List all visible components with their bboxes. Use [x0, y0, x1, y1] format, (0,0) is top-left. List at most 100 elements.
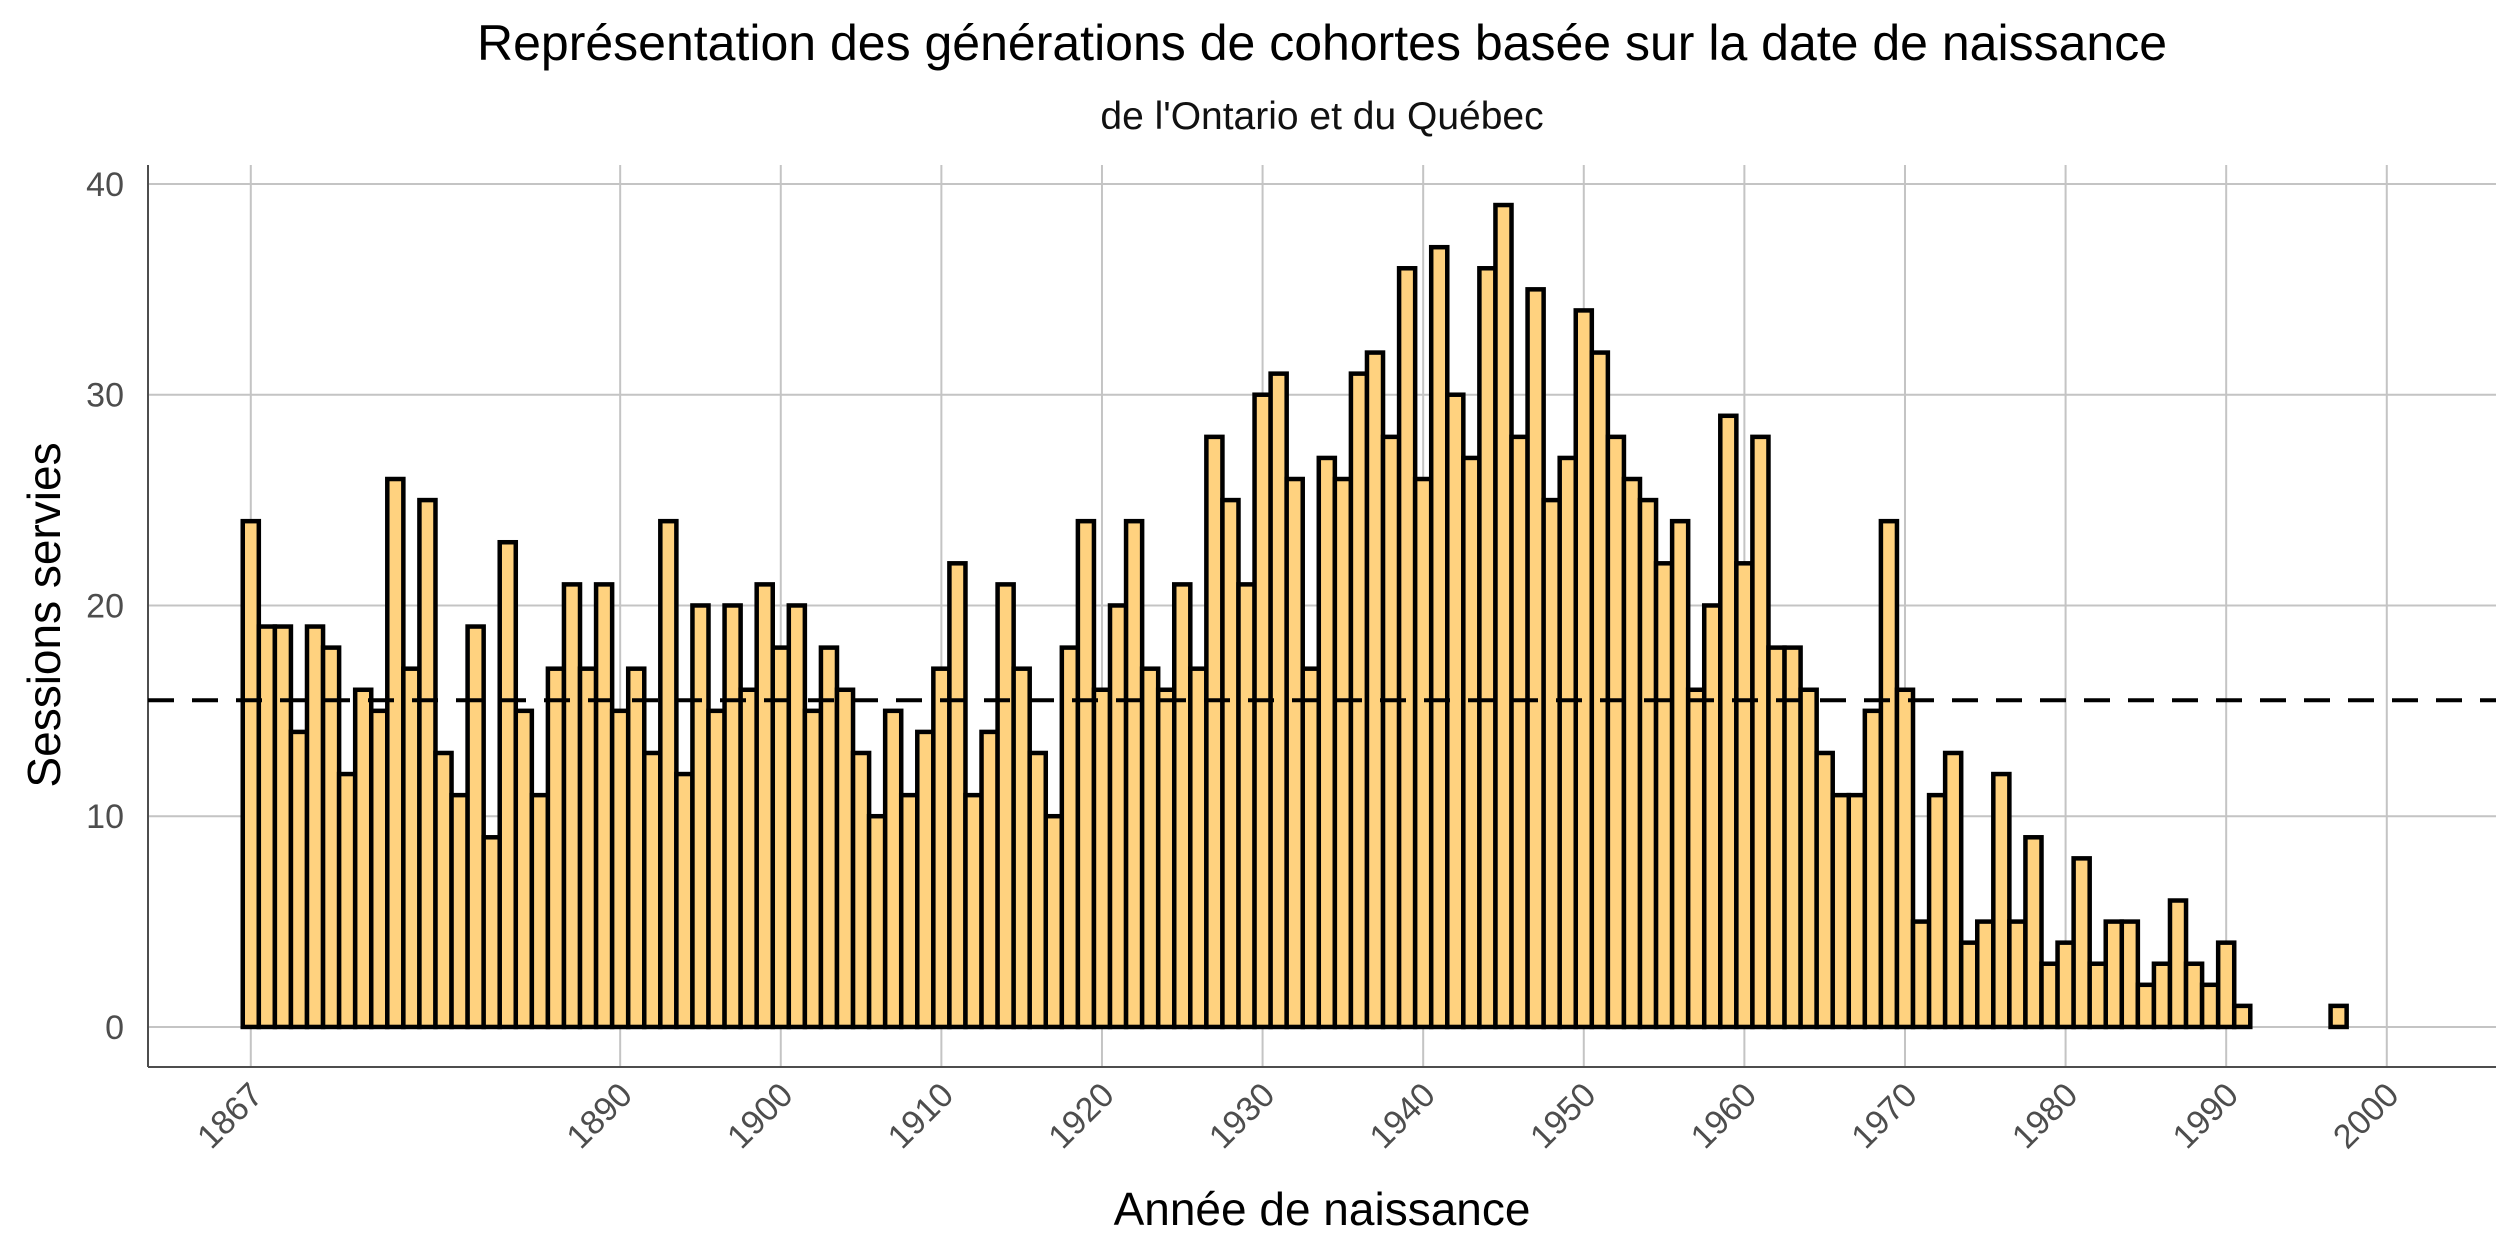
bar — [1284, 476, 1305, 1030]
bar — [1091, 687, 1113, 1030]
bar — [947, 561, 968, 1030]
bar — [1075, 518, 1097, 1030]
axes — [147, 165, 2496, 1068]
bar — [1396, 266, 1418, 1030]
bar — [915, 729, 936, 1030]
bar — [1942, 750, 1964, 1030]
bar — [1493, 202, 1514, 1030]
bar — [1171, 582, 1193, 1030]
bar — [2167, 898, 2189, 1030]
x-tick-label: 1970 — [1844, 1076, 1924, 1156]
bar — [1734, 561, 1755, 1030]
bar — [256, 624, 278, 1030]
bar — [545, 666, 567, 1030]
bar — [368, 708, 390, 1030]
bar — [1332, 476, 1354, 1030]
bar — [529, 792, 551, 1030]
x-tick-label: 1920 — [1041, 1076, 1121, 1156]
bar — [1669, 518, 1691, 1030]
bar — [1220, 497, 1241, 1030]
bar — [722, 603, 743, 1030]
bar — [979, 729, 1000, 1030]
y-axis-title: Sessions servies — [18, 442, 70, 787]
bar — [2215, 940, 2237, 1030]
bar — [2328, 1003, 2349, 1030]
bar — [240, 518, 262, 1030]
bar — [1380, 434, 1402, 1030]
x-axis-title: Année de naissance — [1114, 1183, 1531, 1235]
bar — [1445, 392, 1466, 1030]
bar — [1188, 666, 1209, 1030]
bar — [802, 708, 824, 1030]
y-tick-label: 30 — [86, 377, 124, 415]
bar — [401, 666, 422, 1030]
bar — [898, 792, 920, 1030]
bar — [1461, 455, 1482, 1030]
bar — [1814, 750, 1835, 1030]
x-tick-label: 1910 — [881, 1076, 961, 1156]
bar — [1204, 434, 1225, 1030]
bar — [2199, 982, 2221, 1030]
x-tick-label: 1940 — [1362, 1076, 1442, 1156]
bar — [1910, 919, 1932, 1030]
bar — [1589, 350, 1611, 1030]
x-tick-label: 1960 — [1684, 1076, 1764, 1156]
y-tick-label: 0 — [105, 1009, 124, 1047]
bar — [1155, 687, 1177, 1030]
bar — [513, 708, 535, 1030]
bar — [770, 645, 792, 1030]
bar — [1798, 687, 1819, 1030]
bar — [1782, 645, 1803, 1030]
bar — [1878, 518, 1900, 1030]
bar — [1830, 792, 1852, 1030]
bar — [2087, 961, 2108, 1030]
bar — [1637, 497, 1659, 1030]
bar — [1653, 561, 1675, 1030]
bar — [754, 582, 775, 1030]
bar — [577, 666, 599, 1030]
x-tick-label: 1990 — [2165, 1076, 2245, 1156]
bar — [690, 603, 711, 1030]
bar — [850, 750, 872, 1030]
bar — [818, 645, 840, 1030]
bar — [1750, 434, 1771, 1030]
bar — [1428, 244, 1450, 1030]
bar — [2119, 919, 2141, 1030]
bar — [1107, 603, 1129, 1030]
bar — [1139, 666, 1161, 1030]
bar — [738, 687, 759, 1030]
bar — [1718, 413, 1739, 1030]
bar — [674, 771, 695, 1030]
bar — [931, 666, 952, 1030]
bar — [1011, 666, 1032, 1030]
x-tick-label: 1900 — [720, 1076, 800, 1156]
bar — [866, 813, 888, 1030]
bar — [1991, 771, 2012, 1030]
bar — [625, 666, 647, 1030]
bar — [593, 582, 615, 1030]
bar — [1926, 792, 1948, 1030]
bar — [1364, 350, 1386, 1030]
bar — [1412, 476, 1434, 1030]
bar — [1541, 497, 1562, 1030]
bar — [882, 708, 904, 1030]
bar — [449, 792, 470, 1030]
bar — [1252, 392, 1273, 1030]
bar — [995, 582, 1016, 1030]
bar — [336, 771, 358, 1030]
bar — [642, 750, 663, 1030]
y-tick-label: 10 — [86, 798, 124, 836]
chart-subtitle: de l'Ontario et du Québec — [1100, 95, 1543, 138]
y-tick-label: 40 — [86, 166, 124, 204]
bars — [240, 202, 2349, 1030]
y-tick-label: 20 — [86, 587, 124, 625]
bar — [2039, 961, 2060, 1030]
bar — [1525, 287, 1546, 1030]
bar — [1123, 518, 1145, 1030]
chart-title: Représentation des générations de cohort… — [477, 15, 2167, 71]
bar — [417, 497, 438, 1030]
bar — [2231, 1003, 2253, 1030]
bar — [320, 645, 342, 1030]
bar — [481, 835, 502, 1030]
